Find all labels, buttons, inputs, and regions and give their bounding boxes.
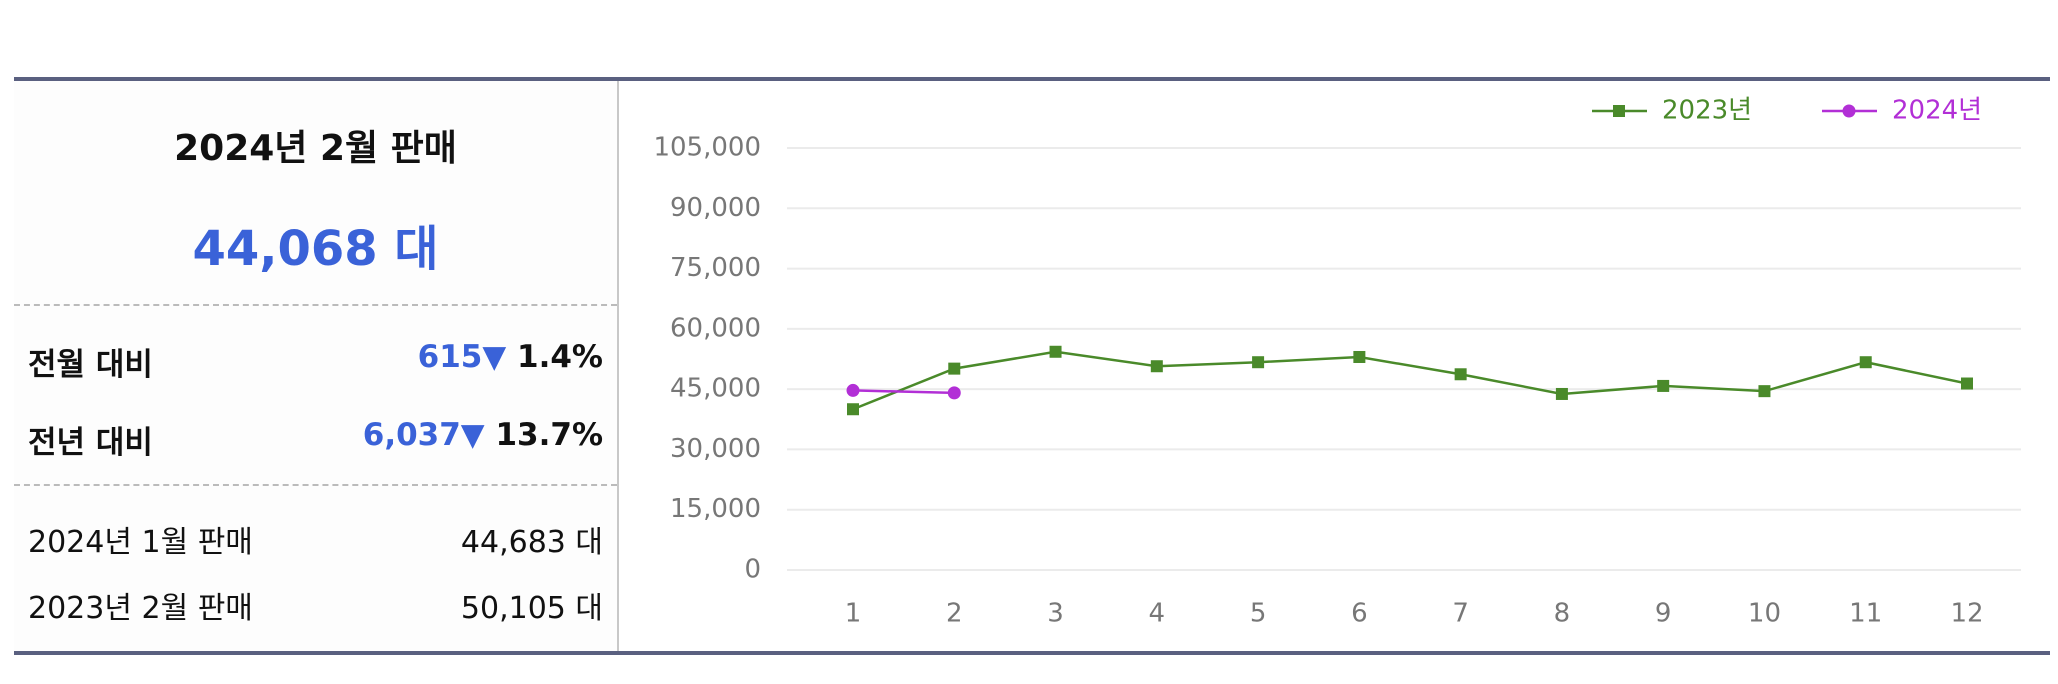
x-tick-label: 6 xyxy=(1351,599,1368,629)
point xyxy=(1961,377,1973,390)
history-row: 2023년 2월 판매 50,105 대 xyxy=(28,583,603,627)
x-tick-label: 10 xyxy=(1748,599,1781,629)
comparison-row: 전년 대비 6,037▼ 13.7% xyxy=(28,417,603,462)
comparison-row: 전월 대비 615▼ 1.4% xyxy=(28,339,603,384)
comparison-label: 전년 대비 xyxy=(28,425,153,461)
change: 6,037▼ xyxy=(362,417,485,453)
y-tick-label: 0 xyxy=(744,555,761,585)
y-tick-label: 105,000 xyxy=(653,133,761,163)
divider xyxy=(14,484,617,486)
rate: 13.7% xyxy=(495,417,603,453)
point xyxy=(948,362,961,375)
point xyxy=(947,386,961,400)
line xyxy=(852,389,955,395)
point xyxy=(1353,350,1366,363)
point xyxy=(1555,387,1568,400)
y-tick-label: 90,000 xyxy=(670,193,761,223)
x-tick-label: 4 xyxy=(1149,599,1166,629)
x-tick-label: 1 xyxy=(845,599,862,629)
summary-total: 44,068 대 xyxy=(192,221,439,277)
change: 615▼ xyxy=(417,339,507,375)
legend-label: 2024년 xyxy=(1892,96,1982,126)
y-tick-label: 30,000 xyxy=(670,434,761,464)
point xyxy=(1657,379,1670,392)
summary-title: 2024년 2월 판매 xyxy=(174,128,457,169)
x-tick-label: 12 xyxy=(1950,599,1983,629)
x-tick-label: 5 xyxy=(1250,599,1267,629)
legend-label: 2023년 xyxy=(1662,96,1752,126)
point xyxy=(1613,105,1625,117)
comparison-label: 전월 대비 xyxy=(28,347,153,383)
x-tick-label: 8 xyxy=(1554,599,1571,629)
comparison-value: 615▼ 1.4% xyxy=(418,339,603,384)
y-tick-label: 45,000 xyxy=(670,374,761,404)
x-tick-label: 3 xyxy=(1047,599,1064,629)
y-tick-label: 15,000 xyxy=(670,494,761,524)
line xyxy=(852,350,1968,411)
point xyxy=(1859,356,1872,369)
history-label: 2024년 1월 판매 xyxy=(28,525,253,560)
history-value: 50,105 대 xyxy=(460,591,603,626)
x-tick-label: 11 xyxy=(1849,599,1882,629)
history-label: 2023년 2월 판매 xyxy=(28,591,253,626)
history-row: 2024년 1월 판매 44,683 대 xyxy=(28,517,603,561)
point xyxy=(846,383,860,397)
point xyxy=(1049,345,1062,358)
summary-panel: 2024년 2월 판매 44,068 대 전월 대비 615▼ 1.4% 전년 … xyxy=(14,81,619,651)
point xyxy=(1454,368,1467,381)
history-value: 44,683 대 xyxy=(460,525,603,560)
point xyxy=(847,403,859,416)
point xyxy=(1758,385,1771,398)
x-tick-label: 7 xyxy=(1452,599,1469,629)
x-tick-label: 9 xyxy=(1655,599,1672,629)
y-tick-label: 75,000 xyxy=(670,253,761,283)
rate: 1.4% xyxy=(517,339,603,375)
widget: 2024년 2월 판매 44,068 대 전월 대비 615▼ 1.4% 전년 … xyxy=(14,77,2050,655)
comparison-value: 6,037▼ 13.7% xyxy=(363,417,603,462)
y-tick-label: 60,000 xyxy=(670,313,761,343)
point xyxy=(1252,356,1265,369)
point xyxy=(1150,360,1163,373)
divider xyxy=(14,304,617,306)
x-tick-label: 2 xyxy=(946,599,963,629)
point xyxy=(1842,104,1856,118)
